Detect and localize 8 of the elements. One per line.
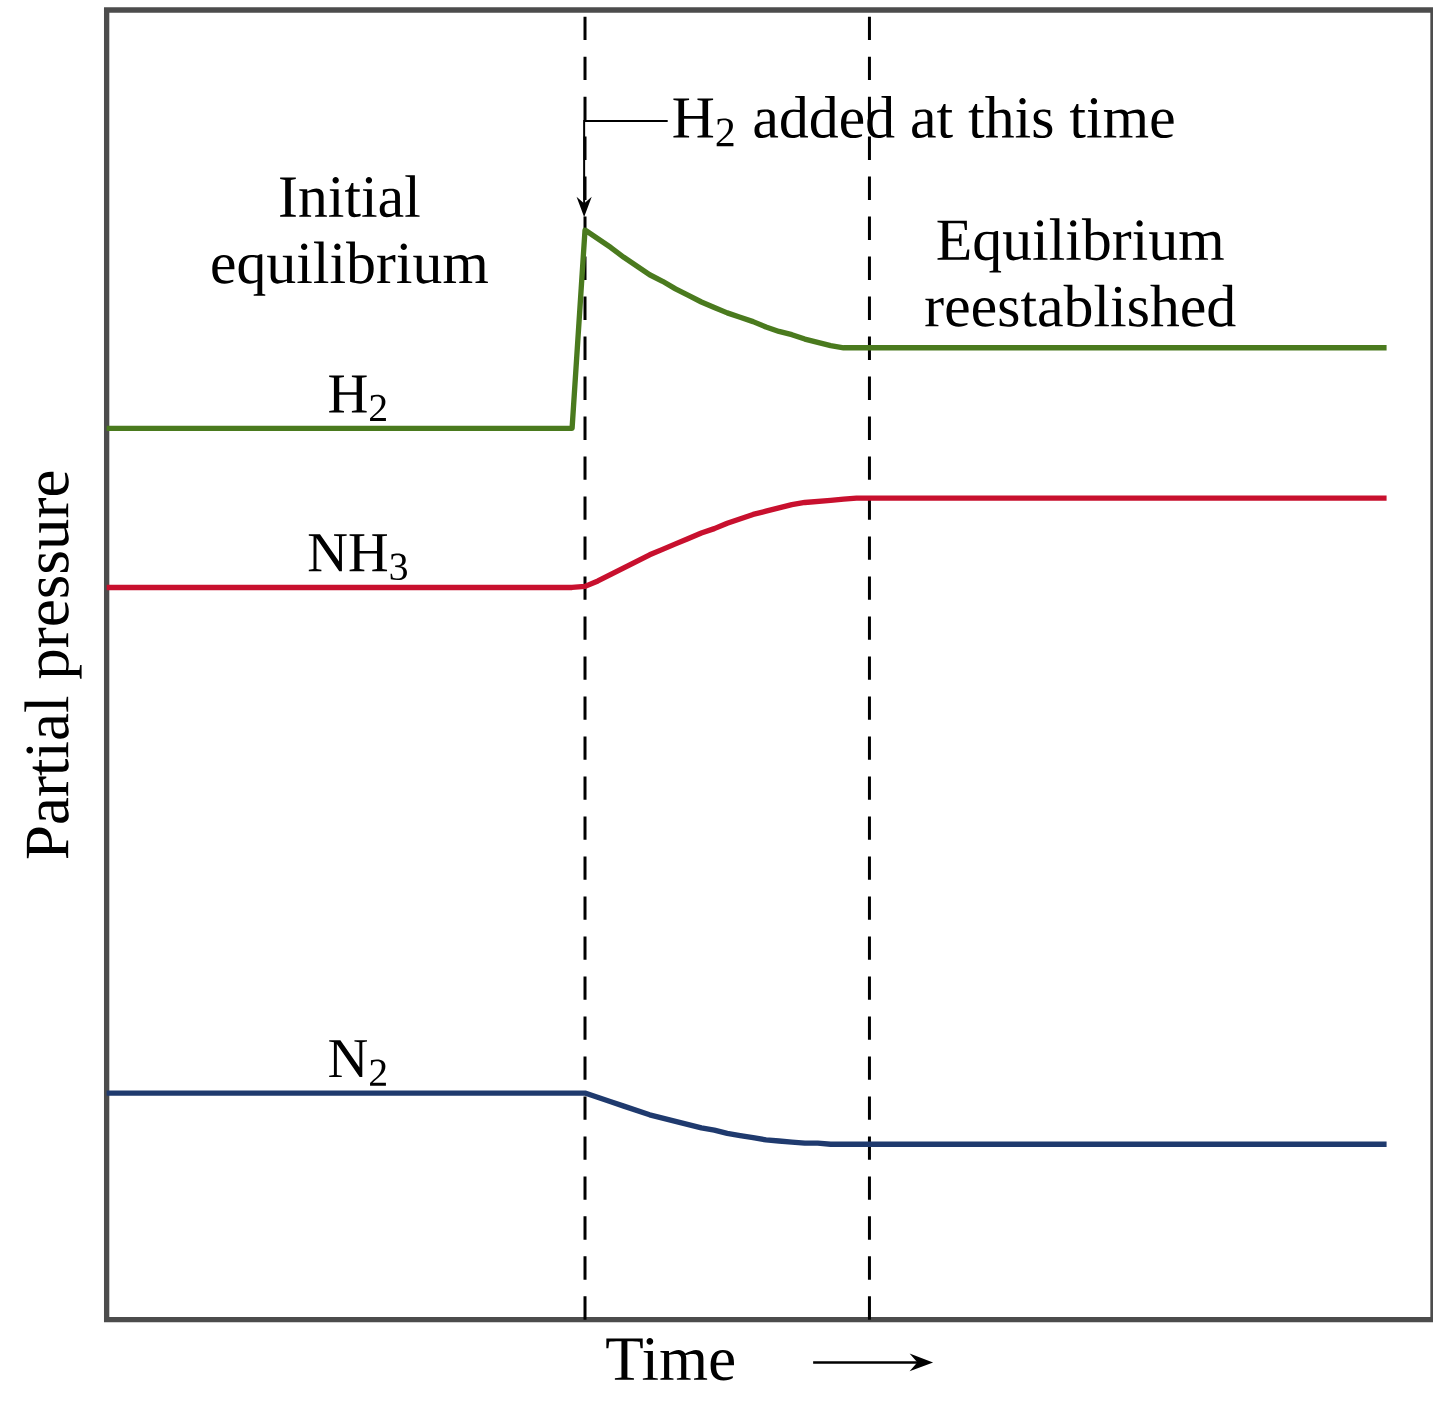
series-label: NH$_{3}$ <box>308 534 407 581</box>
x-axis-title: Time <box>606 1338 734 1381</box>
annotation: Initial equilibrium <box>212 175 488 296</box>
series-label: H$_{2}$ <box>329 375 386 422</box>
annotation: Equilibrium reestablished <box>925 218 1236 327</box>
y-axis-title: Partial pressure <box>24 471 82 859</box>
text: H$_{2}$ added at this time <box>673 96 1174 147</box>
series-label: N$_{2}$ <box>329 1040 386 1086</box>
